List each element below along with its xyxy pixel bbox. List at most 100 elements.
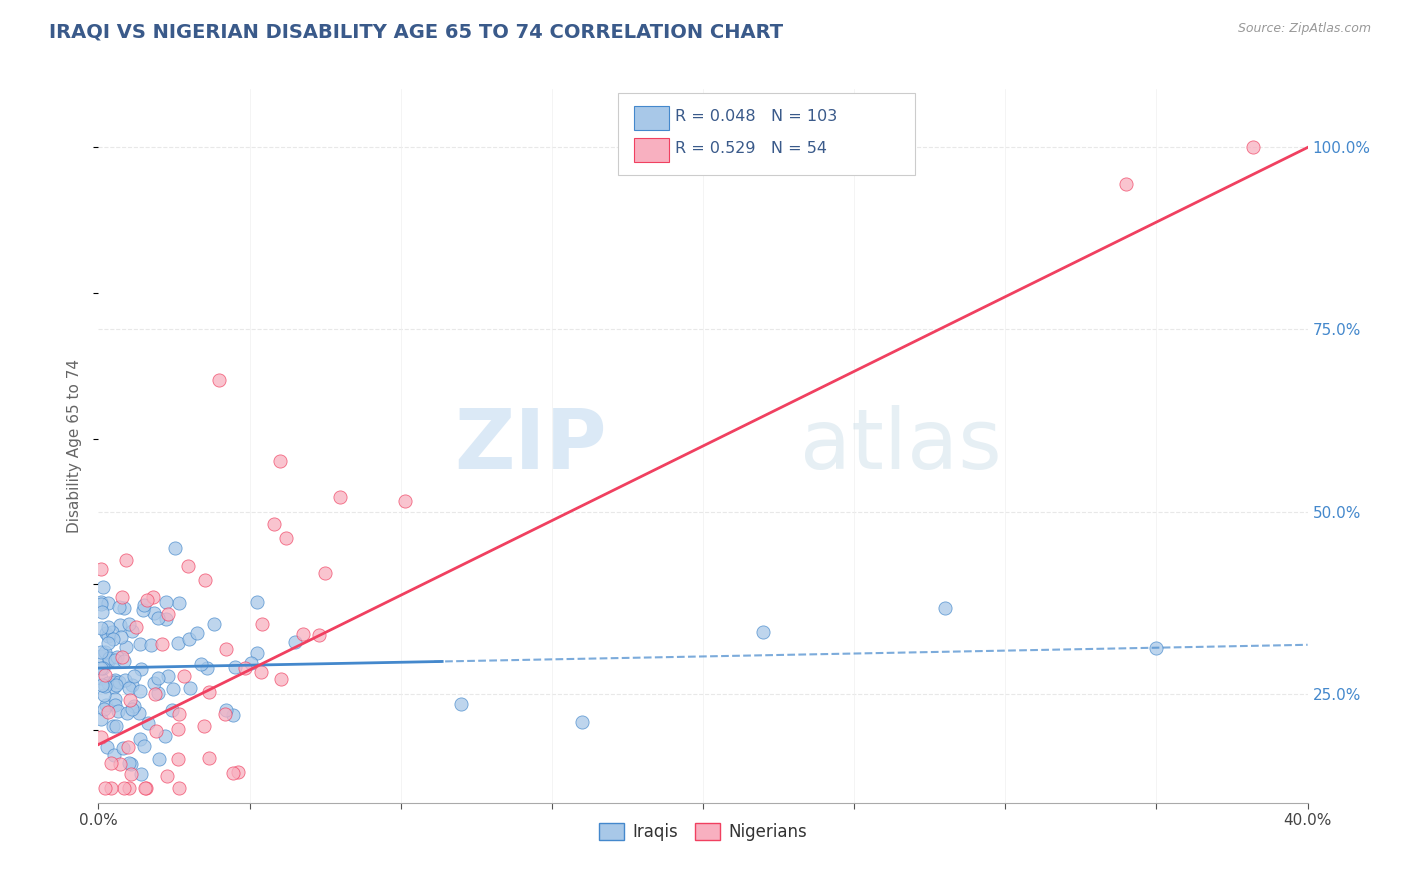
Point <box>134 781 156 796</box>
Point <box>118 692 141 706</box>
Point <box>155 729 177 743</box>
Point <box>274 531 297 545</box>
Point <box>90 671 112 685</box>
Point <box>246 646 269 660</box>
Point <box>128 684 150 698</box>
Point <box>308 627 330 641</box>
Point <box>166 751 188 765</box>
Point <box>246 594 269 608</box>
Point <box>101 719 124 733</box>
Point <box>128 706 150 720</box>
Point <box>263 516 285 531</box>
Point <box>117 740 139 755</box>
Point <box>214 707 236 722</box>
Point <box>1115 177 1137 191</box>
Point <box>122 669 145 683</box>
Point <box>186 626 208 640</box>
Point <box>314 566 336 580</box>
Point <box>284 634 307 648</box>
Text: IRAQI VS NIGERIAN DISABILITY AGE 65 TO 74 CORRELATION CHART: IRAQI VS NIGERIAN DISABILITY AGE 65 TO 7… <box>49 22 783 41</box>
Point <box>195 661 218 675</box>
Point <box>131 766 153 780</box>
Point <box>108 674 131 689</box>
Point <box>105 678 128 692</box>
Point <box>224 660 246 674</box>
Point <box>215 642 238 657</box>
Point <box>120 756 142 771</box>
Point <box>177 558 200 573</box>
Point <box>139 639 162 653</box>
Point <box>97 629 120 643</box>
Point <box>155 595 177 609</box>
Point <box>226 765 249 780</box>
Point <box>146 686 169 700</box>
Point <box>91 580 114 594</box>
Point <box>934 601 956 615</box>
Point <box>198 751 221 765</box>
Point <box>90 648 112 663</box>
Point <box>90 605 112 619</box>
Point <box>107 705 129 719</box>
Point <box>134 599 156 613</box>
Point <box>121 702 143 716</box>
Point <box>103 674 125 689</box>
Point <box>136 593 159 607</box>
Point <box>93 688 115 702</box>
Point <box>93 702 115 716</box>
Point <box>120 767 142 781</box>
Point <box>94 698 117 713</box>
Point <box>269 453 291 467</box>
Point <box>103 680 125 694</box>
Point <box>148 752 170 766</box>
Point <box>146 611 169 625</box>
Point <box>94 680 117 694</box>
Point <box>90 621 112 635</box>
Text: atlas: atlas <box>800 406 1001 486</box>
Point <box>110 631 132 645</box>
Point <box>135 781 157 796</box>
Point <box>136 715 159 730</box>
Point <box>146 671 169 685</box>
Point <box>96 675 118 690</box>
Point <box>104 673 127 688</box>
Point <box>131 603 153 617</box>
Point <box>94 668 117 682</box>
Point <box>110 649 132 664</box>
Legend: Iraqis, Nigerians: Iraqis, Nigerians <box>592 816 814 848</box>
Point <box>1144 640 1167 655</box>
Point <box>118 681 141 695</box>
Point <box>101 624 124 639</box>
Point <box>107 599 129 614</box>
Point <box>143 676 166 690</box>
Point <box>90 597 112 611</box>
Text: Source: ZipAtlas.com: Source: ZipAtlas.com <box>1237 22 1371 36</box>
Point <box>143 607 166 621</box>
Point <box>160 703 183 717</box>
Point <box>156 768 179 782</box>
Point <box>270 672 292 686</box>
Point <box>166 722 188 736</box>
FancyBboxPatch shape <box>634 137 669 162</box>
Point <box>222 708 245 723</box>
Point <box>104 698 127 712</box>
Point <box>100 756 122 770</box>
Point <box>194 573 217 587</box>
Point <box>202 617 225 632</box>
Point <box>98 653 121 667</box>
Text: ZIP: ZIP <box>454 406 606 486</box>
Point <box>143 687 166 701</box>
Point <box>208 374 231 388</box>
Point <box>97 636 120 650</box>
Point <box>97 651 120 665</box>
Point <box>100 781 122 796</box>
Text: R = 0.529   N = 54: R = 0.529 N = 54 <box>675 141 827 156</box>
Point <box>132 739 155 753</box>
Point <box>394 494 416 508</box>
Point <box>104 692 127 706</box>
Point <box>110 756 132 771</box>
Point <box>214 703 236 717</box>
Point <box>124 699 146 714</box>
Point <box>97 620 120 634</box>
Point <box>90 562 112 576</box>
Point <box>450 697 472 711</box>
